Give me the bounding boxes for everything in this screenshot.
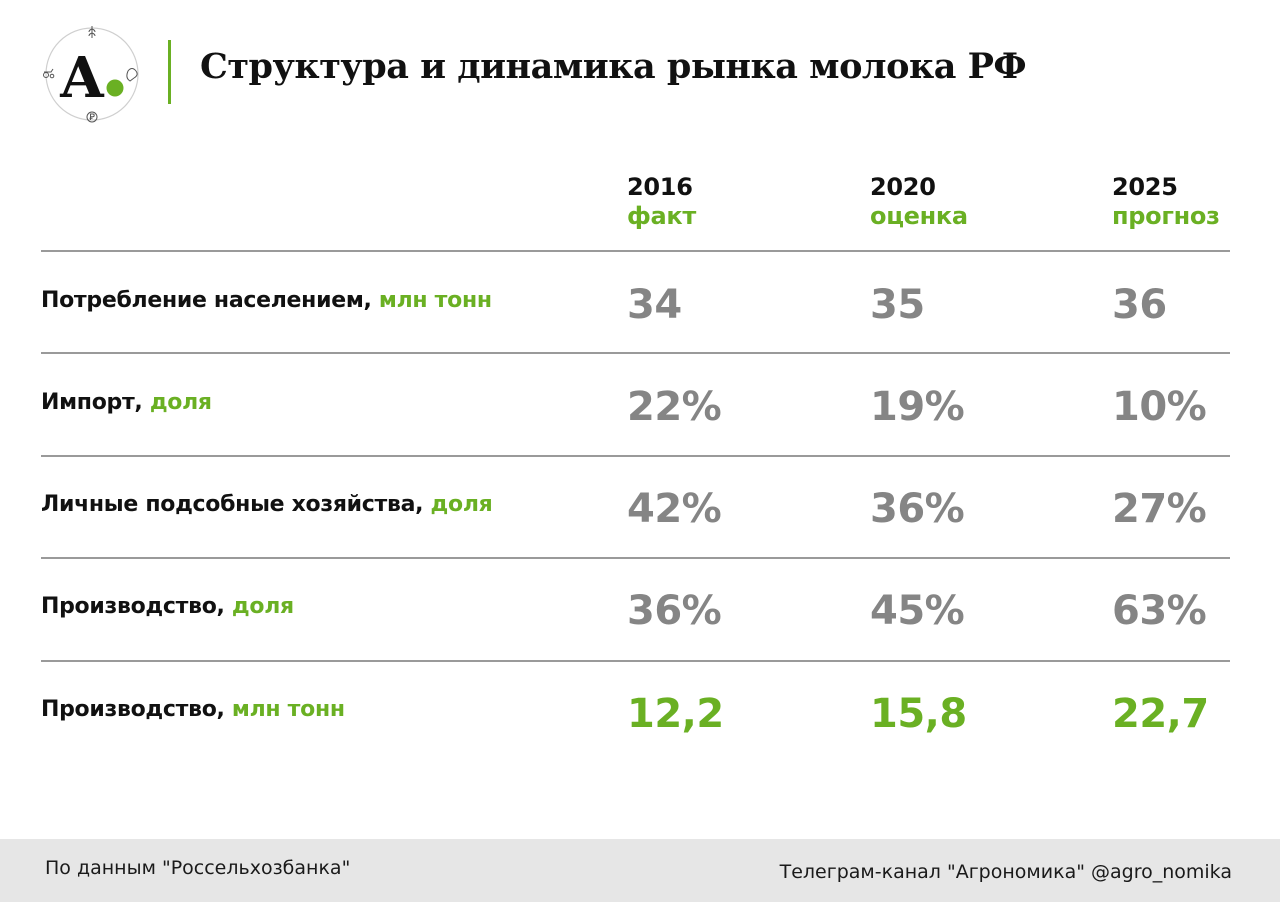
table-cell: 36%	[870, 486, 965, 532]
table-cell: 10%	[1112, 384, 1207, 430]
column-kind: прогноз	[1112, 202, 1220, 230]
table-cell: 19%	[870, 384, 965, 430]
table-row-production-share: Производство, доля 36% 45% 63%	[0, 562, 1280, 664]
map-icon	[126, 68, 138, 82]
footer-bar: По данным "Россельхозбанка" Телеграм-кан…	[0, 839, 1280, 902]
table-cell: 45%	[870, 588, 965, 634]
row-label: Производство, млн тонн	[41, 695, 345, 725]
table-row-consumption: Потребление населением, млн тонн 34 35 3…	[0, 256, 1280, 358]
row-label-text: Производство,	[41, 594, 225, 619]
table-row-production-volume: Производство, млн тонн 12,2 15,8 22,7	[0, 665, 1280, 767]
table-cell: 42%	[627, 486, 722, 532]
row-label: Потребление населением, млн тонн	[41, 286, 492, 316]
row-unit: млн тонн	[378, 288, 492, 313]
logo-dot-icon	[106, 79, 124, 97]
row-unit: доля	[430, 492, 493, 517]
table-cell: 27%	[1112, 486, 1207, 532]
table-cell-highlight: 12,2	[627, 691, 724, 737]
table-cell: 36%	[627, 588, 722, 634]
column-header-2020: 2020 оценка	[870, 172, 968, 230]
table-cell: 36	[1112, 282, 1167, 328]
column-year: 2025	[1112, 173, 1178, 201]
row-label: Импорт, доля	[41, 388, 212, 418]
table-row-households: Личные подсобные хозяйства, доля 42% 36%…	[0, 460, 1280, 562]
row-label-text: Производство,	[41, 697, 225, 722]
row-unit: доля	[231, 594, 294, 619]
column-year: 2016	[627, 173, 693, 201]
table-cell: 35	[870, 282, 925, 328]
column-header-2025: 2025 прогноз	[1112, 172, 1220, 230]
logo-emblem-icon: А	[43, 26, 139, 123]
row-label: Личные подсобные хозяйства, доля	[41, 490, 493, 520]
table-cell-highlight: 22,7	[1112, 691, 1209, 737]
logo-letter: А	[59, 45, 105, 111]
table-divider	[41, 352, 1230, 354]
wheat-icon	[88, 26, 96, 38]
ruble-icon	[86, 111, 98, 123]
row-label: Производство, доля	[41, 592, 294, 622]
table-divider	[41, 455, 1230, 457]
table-cell: 22%	[627, 384, 722, 430]
row-label-text: Личные подсобные хозяйства,	[41, 492, 424, 517]
page-title: Структура и динамика рынка молока РФ	[200, 46, 1027, 87]
agronomika-logo: А	[42, 24, 142, 124]
row-label-text: Импорт,	[41, 390, 143, 415]
row-unit: млн тонн	[231, 697, 345, 722]
column-year: 2020	[870, 173, 936, 201]
tractor-icon	[43, 68, 55, 79]
column-kind: оценка	[870, 202, 968, 230]
footer-channel: Телеграм-канал "Агрономика" @agro_nomika	[779, 861, 1232, 883]
table-row-import: Импорт, доля 22% 19% 10%	[0, 358, 1280, 460]
table-divider	[41, 660, 1230, 662]
table-cell: 63%	[1112, 588, 1207, 634]
footer-source: По данным "Россельхозбанка"	[45, 857, 351, 879]
column-kind: факт	[627, 202, 697, 230]
table-divider	[41, 557, 1230, 559]
row-unit: доля	[149, 390, 212, 415]
column-header-2016: 2016 факт	[627, 172, 696, 230]
header-divider	[168, 40, 171, 104]
row-label-text: Потребление населением,	[41, 288, 372, 313]
table-divider	[41, 250, 1230, 252]
table-cell-highlight: 15,8	[870, 691, 967, 737]
table-cell: 34	[627, 282, 682, 328]
